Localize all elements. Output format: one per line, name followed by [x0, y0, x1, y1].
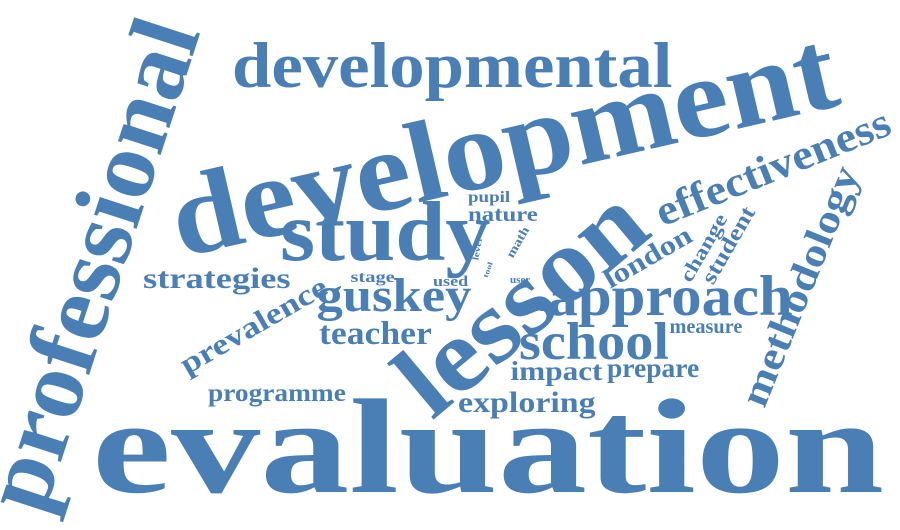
word-developmental: developmental — [232, 29, 673, 102]
word-school: school — [519, 312, 670, 371]
word-strategies: strategies — [143, 262, 291, 295]
word-test: test — [520, 303, 544, 314]
word-measure: measure — [669, 316, 743, 338]
word-prepare: prepare — [607, 352, 700, 383]
word-impact: impact — [509, 355, 602, 386]
word-used: used — [432, 273, 468, 290]
word-pupil: pupil — [467, 188, 511, 206]
word-study: study — [279, 184, 491, 279]
word-teacher: teacher — [318, 315, 432, 352]
word-nature: nature — [468, 201, 538, 226]
word-programme: programme — [208, 379, 346, 407]
word-guskey: guskey — [316, 270, 472, 322]
word-exploring: exploring — [458, 386, 596, 419]
word-stage: stage — [349, 268, 395, 286]
word-user: user — [509, 275, 531, 286]
word-evaluation: evaluation — [91, 372, 885, 522]
word-approach: approach — [547, 265, 793, 328]
